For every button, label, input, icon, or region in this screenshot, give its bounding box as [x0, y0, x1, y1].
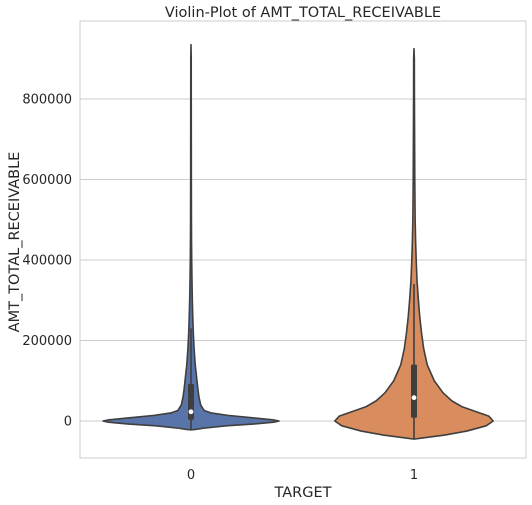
y-tick-labels: 0 200000 400000 600000 800000 [22, 93, 72, 430]
y-tick-label: 400000 [22, 254, 72, 269]
chart-title: Violin-Plot of AMT_TOTAL_RECEIVABLE [165, 5, 441, 21]
violin-median-1 [411, 395, 417, 401]
y-tick-label: 200000 [22, 334, 72, 349]
violin-iqr-box-0 [188, 383, 194, 420]
violin-body-1 [334, 47, 494, 440]
x-tick-label: 0 [187, 468, 195, 483]
x-axis-label: TARGET [274, 485, 332, 501]
plot-background [80, 21, 526, 458]
violins [102, 43, 494, 440]
plot-frame [79, 20, 527, 459]
y-tick-label: 800000 [22, 93, 72, 108]
y-tick-label: 600000 [22, 173, 72, 188]
violin-iqr-box-1 [411, 364, 417, 418]
violin-body-0 [102, 43, 280, 431]
x-tick-label: 1 [410, 468, 418, 483]
violin-median-0 [188, 409, 194, 415]
y-axis-label: AMT_TOTAL_RECEIVABLE [7, 152, 23, 333]
y-tick-label: 0 [64, 415, 72, 430]
